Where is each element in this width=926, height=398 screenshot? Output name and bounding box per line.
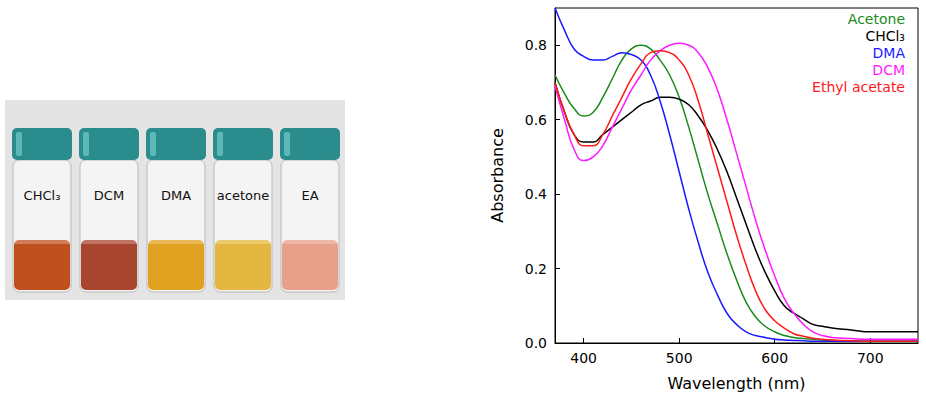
svg-text:500: 500 (666, 350, 693, 366)
svg-text:400: 400 (570, 350, 597, 366)
svg-text:DMA: DMA (161, 188, 191, 203)
svg-text:0.6: 0.6 (525, 112, 547, 128)
svg-text:DCM: DCM (872, 62, 905, 78)
svg-text:CHCl₃: CHCl₃ (24, 188, 61, 203)
svg-text:600: 600 (761, 350, 788, 366)
svg-text:700: 700 (857, 350, 884, 366)
svg-text:EA: EA (301, 188, 318, 203)
svg-text:acetone: acetone (217, 188, 269, 203)
svg-text:0.2: 0.2 (525, 261, 547, 277)
svg-text:Absorbance: Absorbance (488, 128, 507, 223)
svg-text:CHCl₃: CHCl₃ (865, 28, 905, 44)
svg-text:0.4: 0.4 (525, 186, 547, 202)
svg-text:Wavelength (nm): Wavelength (nm) (667, 374, 805, 393)
svg-text:0.0: 0.0 (525, 335, 547, 351)
svg-text:Ethyl acetate: Ethyl acetate (812, 79, 905, 95)
svg-text:0.8: 0.8 (525, 37, 547, 53)
svg-text:DMA: DMA (873, 45, 906, 61)
svg-text:Acetone: Acetone (848, 11, 905, 27)
svg-text:DCM: DCM (94, 188, 124, 203)
